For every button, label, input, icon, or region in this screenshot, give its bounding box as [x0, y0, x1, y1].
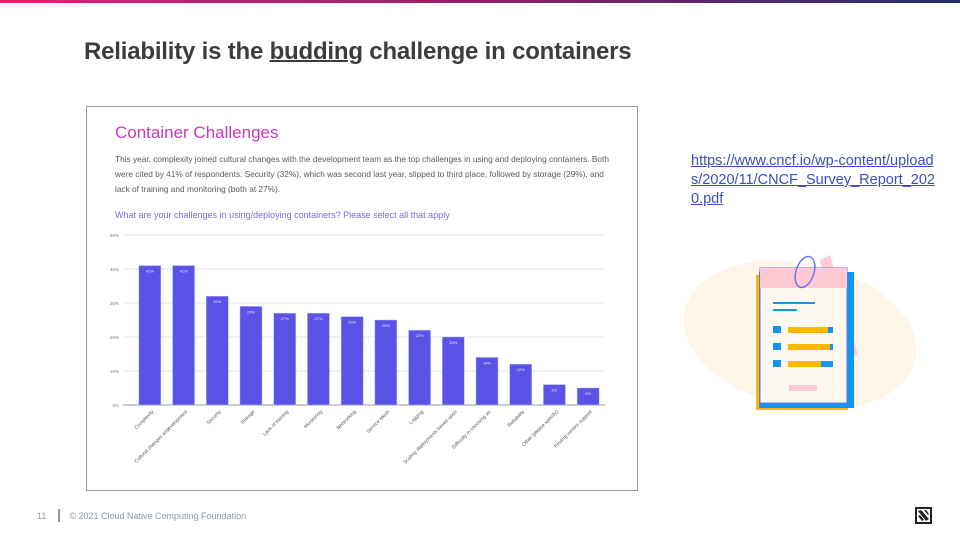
bar [408, 329, 431, 406]
bar [374, 319, 398, 406]
svg-text:32%: 32% [213, 299, 221, 304]
svg-text:14%: 14% [483, 360, 491, 365]
svg-text:10%: 10% [110, 369, 119, 374]
title-emphasis: budding [269, 38, 363, 65]
bar [273, 312, 296, 406]
svg-text:Service Mesh: Service Mesh [366, 409, 392, 435]
svg-text:Logging: Logging [408, 409, 425, 426]
svg-text:41%: 41% [180, 269, 188, 274]
svg-text:25%: 25% [382, 323, 390, 328]
svg-text:30%: 30% [110, 301, 119, 306]
svg-text:0%: 0% [112, 403, 119, 408]
svg-text:20%: 20% [110, 335, 119, 340]
svg-text:Storage: Storage [240, 409, 257, 426]
clipboard-illustration [683, 255, 917, 410]
svg-text:Complexity: Complexity [134, 409, 156, 431]
svg-text:Lack of training: Lack of training [262, 409, 290, 437]
svg-text:27%: 27% [281, 316, 289, 321]
bar [576, 387, 600, 406]
title-text-start: Reliability is the [84, 38, 270, 65]
page-number: 11 [37, 510, 47, 521]
svg-text:29%: 29% [247, 309, 255, 314]
title-text-end: challenge in containers [362, 38, 632, 65]
bar [239, 306, 263, 406]
bar [206, 295, 229, 406]
svg-text:50%: 50% [110, 233, 119, 238]
cncf-logo-icon [915, 507, 932, 524]
bar [340, 316, 364, 406]
svg-text:Monitoring: Monitoring [303, 409, 324, 430]
top-gradient-bar [0, 0, 960, 3]
svg-text:12%: 12% [517, 367, 525, 372]
svg-text:Difficulty in choosing an: Difficulty in choosing an [451, 409, 492, 450]
card-description: This year, complexity joined cultural ch… [115, 154, 609, 194]
svg-text:41%: 41% [146, 269, 154, 274]
bar [442, 336, 465, 406]
svg-text:Other (please specify): Other (please specify) [521, 409, 560, 448]
bar [509, 363, 532, 406]
svg-text:Reliability: Reliability [507, 409, 527, 429]
source-link[interactable]: https://www.cncf.io/wp-content/uploads/2… [691, 153, 935, 207]
svg-text:5%: 5% [585, 391, 591, 396]
card-heading: Container Challenges [115, 123, 279, 142]
slide-title: Reliability is the budding challenge in … [84, 38, 632, 66]
bar-chart: 0%10%20%30%40%50%41%Complexity41%Cultura… [110, 233, 605, 466]
bar [307, 312, 330, 406]
svg-text:Scaling deployments based upon: Scaling deployments based upon [402, 409, 458, 465]
svg-text:Networking: Networking [336, 409, 358, 431]
svg-text:20%: 20% [449, 340, 457, 345]
bar [172, 265, 195, 406]
copyright-text: © 2021 Cloud Native Computing Foundation [69, 510, 247, 521]
survey-excerpt-card: Container Challenges This year, complexi… [86, 106, 638, 491]
bar [543, 384, 566, 406]
svg-text:Security: Security [206, 409, 223, 426]
svg-text:6%: 6% [552, 388, 558, 393]
svg-text:26%: 26% [348, 320, 356, 325]
bar [475, 357, 499, 406]
chart-question: What are your challenges in using/deploy… [115, 210, 450, 220]
bar [138, 265, 162, 406]
footer: 11 © 2021 Cloud Native Computing Foundat… [37, 509, 246, 522]
footer-divider [58, 509, 61, 522]
svg-text:27%: 27% [314, 316, 322, 321]
svg-text:22%: 22% [416, 333, 424, 338]
svg-text:40%: 40% [110, 267, 119, 272]
svg-text:Finding vendor support: Finding vendor support [553, 409, 594, 450]
